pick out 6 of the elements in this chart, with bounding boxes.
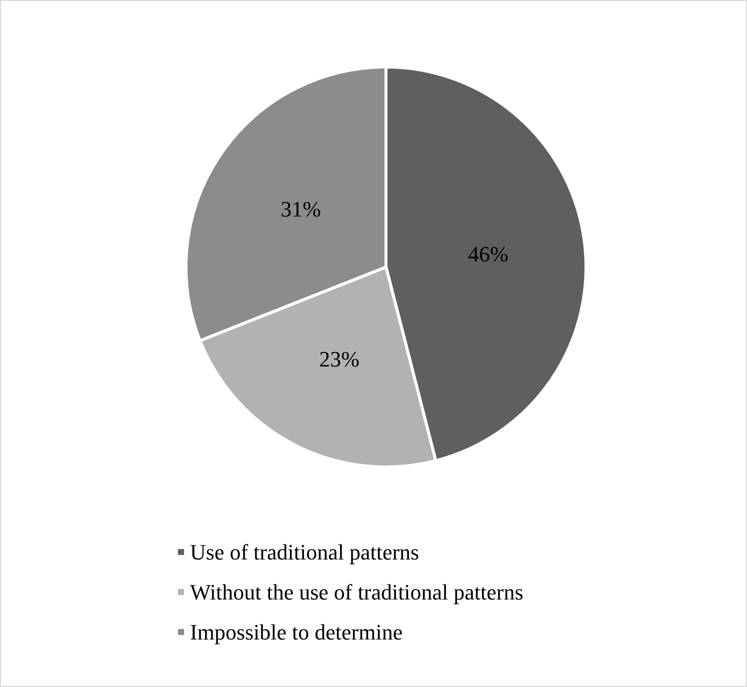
data-label: 31% bbox=[280, 196, 321, 222]
legend-label: Without the use of traditional patterns bbox=[190, 580, 524, 604]
legend-label: Impossible to determine bbox=[190, 620, 403, 644]
legend-label: Use of traditional patterns bbox=[190, 540, 420, 564]
data-label: 23% bbox=[319, 346, 360, 372]
data-label: 46% bbox=[468, 242, 508, 267]
